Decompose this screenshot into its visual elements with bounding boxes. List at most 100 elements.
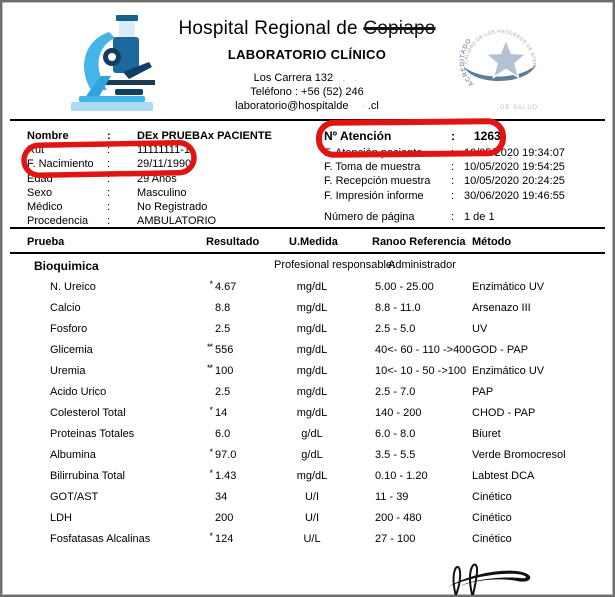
reference-range: 10<- 10 - 50 ->100	[375, 365, 467, 377]
attention-info-row: Número de página : 1 de 1	[324, 210, 610, 224]
method: Enzimático UV	[472, 281, 545, 293]
test-name: Proteinas Totales	[50, 428, 135, 440]
seal-footer-text: DE SALUD	[499, 105, 538, 111]
reference-range: 0.10 - 1.20	[375, 470, 428, 482]
accreditation-seal: CALIDAD DE LOS PROCESOS DE ATENCION EN S…	[452, 16, 546, 111]
patient-info-row: Sexo : Masculino	[27, 186, 317, 200]
method: UV	[472, 323, 488, 335]
info-label: F. Impresión informe	[324, 189, 424, 202]
result-row: Proteinas Totales 6.0 g/dL 6.0 - 8.0 Biu…	[2, 424, 613, 445]
attention-info-row: F. Recepción muestra : 10/05/2020 20:24:…	[324, 174, 610, 188]
reference-range: 2.5 - 5.0	[375, 323, 416, 335]
result-row: Acido Urico 2.5 mg/dL 2.5 - 7.0 PAP	[2, 382, 613, 403]
result-flag: *	[209, 531, 213, 541]
reference-range: 140 - 200	[375, 407, 422, 419]
method: Arsenazo III	[472, 302, 531, 314]
result-unit: mg/dL	[296, 386, 328, 398]
info-label: Nombre	[27, 130, 69, 142]
info-value: DEx PRUEBAx PACIENTE	[137, 130, 272, 142]
info-value: 30/06/2020 19:46:55	[464, 189, 565, 202]
method: Cinético	[472, 491, 512, 503]
info-colon: :	[451, 189, 455, 202]
microscope-objective	[123, 62, 152, 79]
result-row: Fosfatasas Alcalinas * 124 U/L 27 - 100 …	[2, 529, 613, 550]
method: Verde Bromocresol	[472, 449, 566, 461]
test-name: Glicemia	[50, 344, 93, 356]
responsible-label: Profesional responsable:	[274, 259, 396, 271]
info-colon: :	[107, 144, 111, 157]
result-row: Bilirrubina Total * 1.43 mg/dL 0.10 - 1.…	[2, 466, 613, 487]
result-value: 124	[215, 533, 234, 545]
results-table-body: N. Ureico * 4.67 mg/dL 5.00 - 25.00 Enzi…	[2, 277, 613, 550]
info-label: Sexo	[27, 186, 53, 199]
test-name: Albumina	[50, 449, 96, 461]
result-row: Uremia ** 100 mg/dL 10<- 10 - 50 ->100 E…	[2, 361, 613, 382]
result-row: Colesterol Total * 14 mg/dL 140 - 200 CH…	[2, 403, 613, 424]
info-value: 1263	[474, 129, 501, 143]
method: GOD - PAP	[472, 344, 529, 356]
result-unit: g/dL	[301, 428, 323, 440]
result-unit: mg/dL	[296, 407, 328, 419]
seal-star	[484, 38, 528, 80]
hospital-name-struck: Copiapo	[363, 18, 436, 39]
column-header-rango: Ranoo Referencia	[372, 236, 466, 248]
patient-info-row: Rut : 11111111-1	[27, 143, 317, 157]
microscope-arm	[84, 32, 115, 90]
info-colon: :	[451, 210, 455, 223]
test-name: Fosfatasas Alcalinas	[50, 533, 151, 545]
result-flag: **	[206, 363, 213, 373]
test-name: LDH	[50, 512, 73, 524]
patient-info-row: Edad : 29 Años	[27, 172, 317, 186]
divider-info	[10, 227, 605, 229]
info-label: Nº Atención	[324, 129, 392, 143]
result-value: 6.0	[215, 428, 231, 440]
info-value: 11111111-1	[137, 144, 191, 157]
attention-info-row: F. Toma de muestra : 10/05/2020 19:54:25	[324, 160, 610, 174]
result-value: 1.43	[215, 470, 237, 482]
result-unit: U/L	[303, 533, 321, 545]
method: PAP	[472, 386, 494, 398]
result-unit: mg/dL	[296, 281, 328, 293]
result-value: 200	[215, 512, 234, 524]
result-row: GOT/AST 34 U/I 11 - 39 Cinético	[2, 487, 613, 508]
microscope-foot	[83, 76, 111, 100]
result-unit: mg/dL	[296, 323, 328, 335]
test-name: Uremia	[50, 365, 86, 377]
method: Labtest DCA	[472, 470, 535, 482]
test-name: N. Ureico	[50, 281, 96, 293]
result-row: N. Ureico * 4.67 mg/dL 5.00 - 25.00 Enzi…	[2, 277, 613, 298]
result-flag: *	[209, 279, 213, 289]
info-value: 10/05/2020 20:24:25	[464, 175, 565, 188]
info-label: F. Nacimiento	[27, 158, 94, 171]
test-name: Colesterol Total	[50, 407, 126, 419]
signature	[448, 563, 531, 595]
result-value: 34	[215, 491, 228, 503]
method: Biuret	[472, 428, 501, 440]
reference-range: 40<- 60 - 110 ->400	[375, 344, 472, 356]
section-title: Bioquimica	[34, 259, 99, 273]
reference-range: 11 - 39	[375, 491, 409, 503]
test-name: Bilirrubina Total	[50, 470, 126, 482]
microscope-icon	[71, 15, 155, 111]
reference-range: 8.8 - 11.0	[375, 302, 421, 314]
result-row: Calcio 8.8 mg/dL 8.8 - 11.0 Arsenazo III	[2, 298, 613, 319]
address-line: Los Carrera 132 , .	[253, 72, 361, 84]
result-flag: *	[209, 468, 213, 478]
info-label: F. Toma de muestra	[324, 161, 421, 174]
department-name: LABORATORIO CLÍNICO	[227, 47, 387, 62]
info-colon: :	[107, 201, 111, 214]
patient-info-row: Médico : No Registrado	[27, 200, 317, 214]
patient-info-row: Nombre : DEx PRUEBAx PACIENTE	[27, 129, 317, 143]
attention-info-row: Nº Atención : 1263	[324, 126, 610, 146]
info-label: Edad	[27, 172, 53, 185]
responsible-value: Administrador	[388, 259, 456, 271]
test-name: Acido Urico	[50, 386, 107, 398]
attention-info-block: Nº Atención : 1263 F. Atención paciente …	[324, 126, 610, 224]
info-value: 29/11/1990	[137, 158, 192, 171]
info-colon: :	[451, 161, 455, 174]
reference-range: 2.5 - 7.0	[375, 386, 416, 398]
result-row: Fosforo 2.5 mg/dL 2.5 - 5.0 UV	[2, 319, 613, 340]
info-value: 10/05/2020 19:54:25	[464, 161, 565, 174]
result-flag: *	[209, 447, 213, 457]
